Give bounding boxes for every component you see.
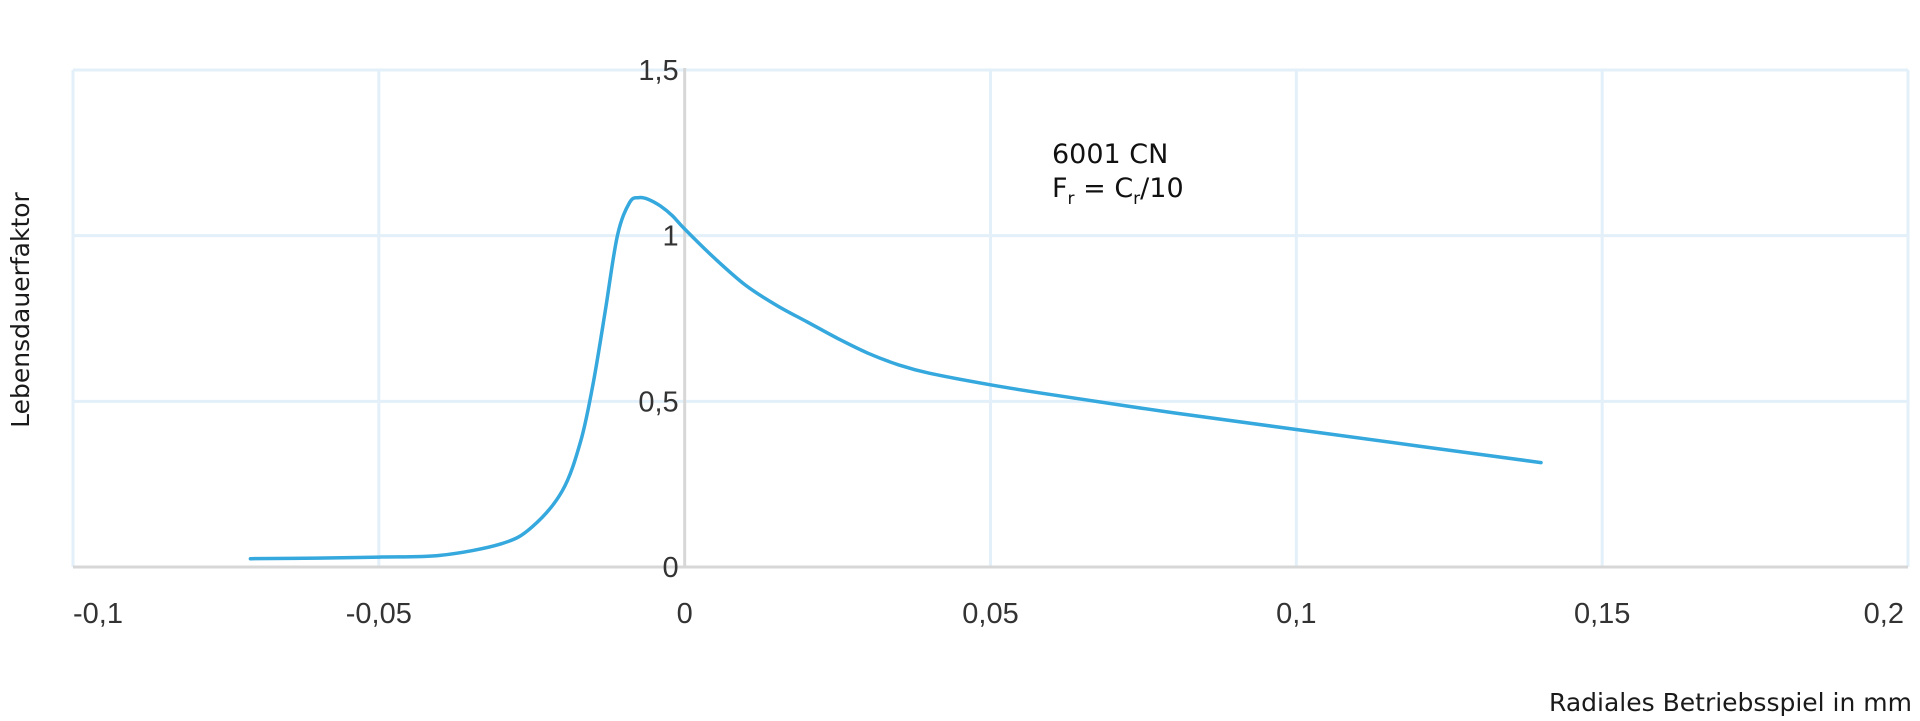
series-line-0 [248,195,1543,561]
y-axis-title: Lebensdauerfaktor [6,191,35,427]
annotation-tail: /10 [1140,173,1183,204]
y-tick-label-3: 1,5 [638,55,678,87]
x-tick-label-0: -0,1 [73,598,123,630]
y-tick-label-2: 1 [663,221,679,253]
x-tick-label-2: 0 [677,598,693,630]
annotation-sub-1: r [1068,189,1075,209]
axes [73,68,1908,569]
x-axis-title: Radiales Betriebsspiel in mm [1549,688,1912,717]
annotation-sub-2: r [1133,189,1140,209]
y-tick-label-1: 0,5 [638,386,678,418]
x-tick-label-4: 0,1 [1276,598,1316,630]
annotation-eq: = C [1075,173,1134,204]
grid [71,68,1910,567]
tick-labels: -0,1 -0,05 0 0,05 0,1 0,15 0,2 0 0,5 1 1,5 [73,55,1904,630]
series-group [248,195,1543,561]
annotation: 6001 CN Fr = Cr/10 [1052,139,1184,209]
x-tick-label-3: 0,05 [962,598,1018,630]
x-tick-label-1: -0,05 [346,598,412,630]
x-tick-label-6: 0,2 [1864,598,1904,630]
x-tick-label-5: 0,15 [1574,598,1630,630]
y-tick-label-0: 0 [663,552,679,584]
annotation-line-1: 6001 CN [1052,139,1168,170]
annotation-f: F [1052,173,1068,204]
annotation-line-2: Fr = Cr/10 [1052,173,1184,209]
